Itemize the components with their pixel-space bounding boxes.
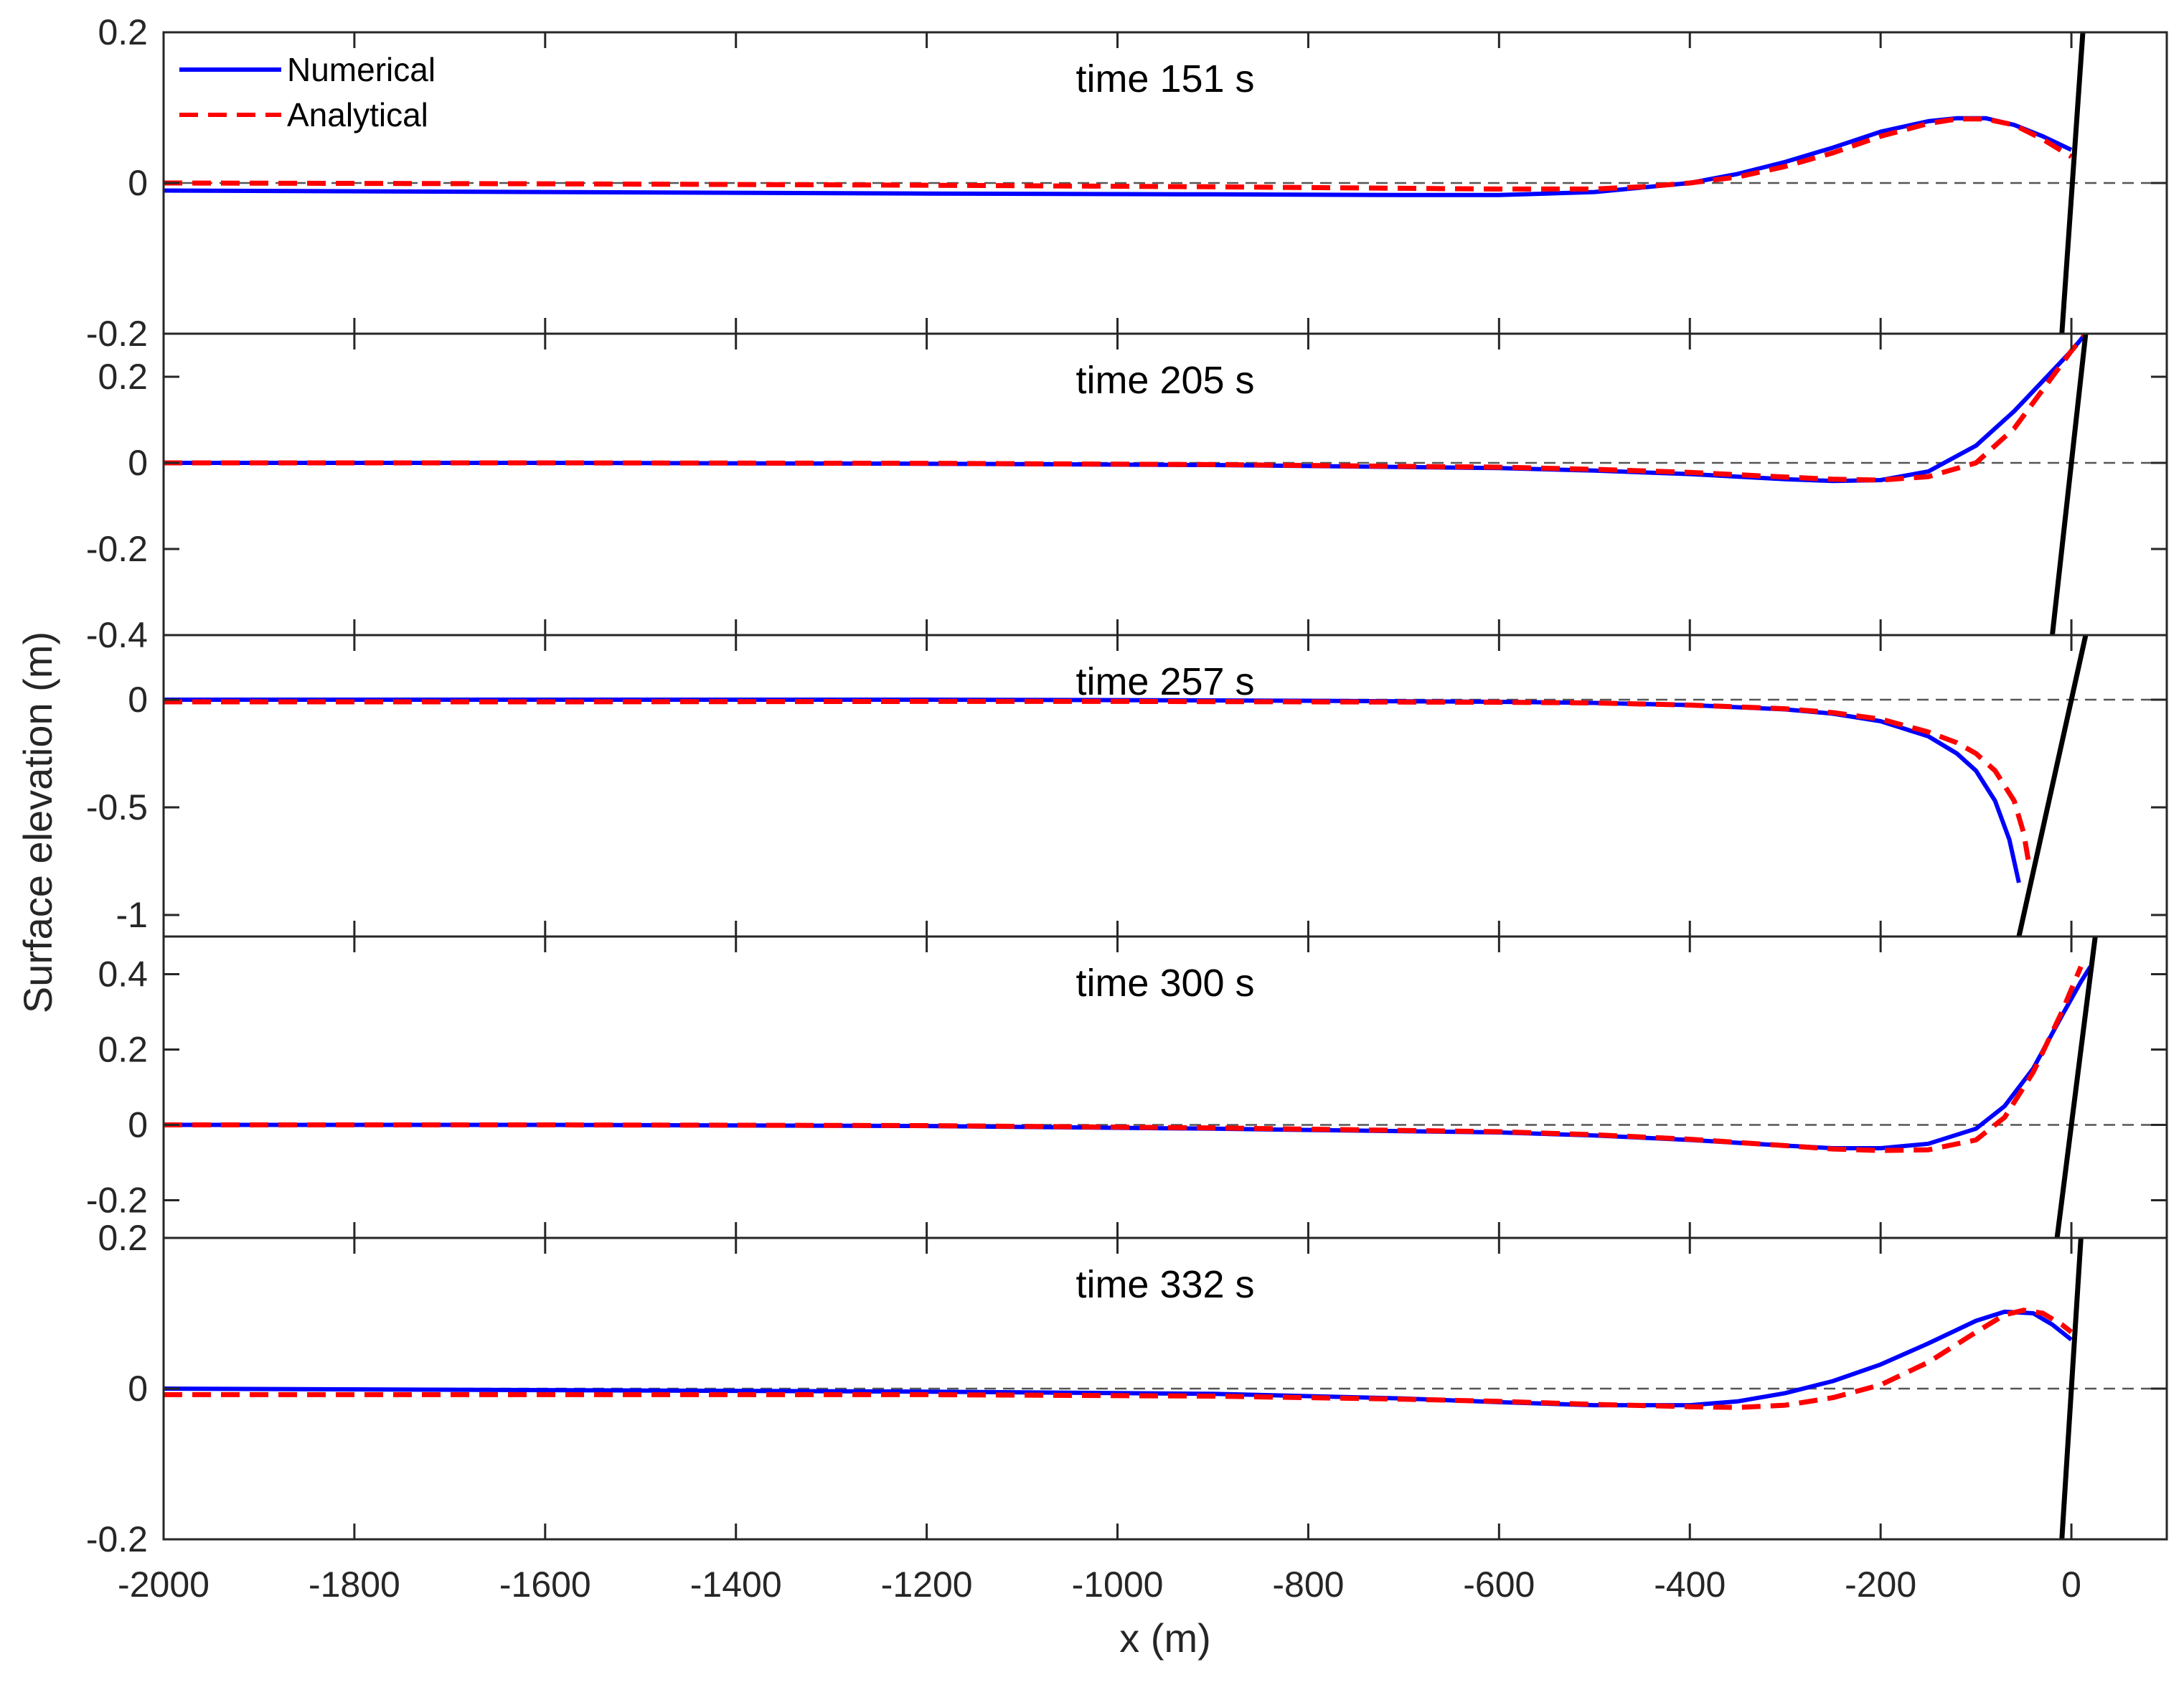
plot-area <box>164 1238 2167 1539</box>
y-tick-label: 0.2 <box>98 1030 148 1070</box>
legend-numerical-label: Numerical <box>287 51 436 88</box>
y-tick-label: -0.2 <box>86 1519 148 1559</box>
y-axis-title: Surface elevation (m) <box>15 632 60 1013</box>
x-tick-label: -1400 <box>690 1564 782 1605</box>
y-tick-label: -0.2 <box>86 1181 148 1221</box>
panel-title: time 205 s <box>1075 359 1254 402</box>
beach-slope-line <box>2016 635 2089 937</box>
analytical-series-line <box>164 965 2084 1153</box>
beach-slope-line <box>2049 334 2089 635</box>
analytical-series-line <box>164 116 2073 192</box>
panels: -0.2 0 0.2 time 151 s -0.4 -0.2 0 0.2 time 205 s… <box>86 12 2168 1559</box>
x-axis: -2000 -1800 -1600 -1400 -1200 -1000 -800 -600 -4… <box>118 1564 2081 1661</box>
y-tick-label: 0 <box>128 163 148 203</box>
y-tick-label: 0 <box>128 680 148 720</box>
x-tick-label: -1000 <box>1072 1564 1164 1605</box>
x-tick-label: -200 <box>1845 1564 1916 1605</box>
legend: Numerical Analytical <box>179 51 436 133</box>
y-tick-label: -0.2 <box>86 314 148 354</box>
analytical-series-line <box>164 334 2088 483</box>
x-tick-label: -400 <box>1654 1564 1726 1605</box>
beach-slope-line <box>2054 937 2098 1238</box>
y-tick-label: 0 <box>128 1369 148 1409</box>
plot-area <box>164 32 2167 334</box>
y-tick-label: -0.5 <box>86 787 148 827</box>
x-tick-label: -600 <box>1463 1564 1535 1605</box>
y-tick-label: -0.2 <box>86 529 148 569</box>
y-tick-label: -0.4 <box>86 615 148 655</box>
panel-title: time 300 s <box>1075 962 1254 1005</box>
beach-slope-line <box>2059 1238 2084 1539</box>
analytical-series-line <box>164 1308 2074 1410</box>
x-tick-labels: -2000 -1800 -1600 -1400 -1200 -1000 -800 -600 -4… <box>118 1564 2081 1605</box>
y-tick-label: 0.4 <box>98 954 148 995</box>
x-tick-label: -1800 <box>309 1564 400 1605</box>
x-axis-title: x (m) <box>1119 1615 1211 1661</box>
y-tick-label: 0.2 <box>98 357 148 397</box>
x-tick-label: 0 <box>2061 1564 2081 1605</box>
panel-2: -0.4 -0.2 0 0.2 time 205 s <box>86 332 2168 655</box>
y-tick-label: 0 <box>128 1105 148 1145</box>
plot-area <box>164 334 2167 635</box>
y-tick-label: 0 <box>128 443 148 483</box>
numerical-series-line <box>164 116 2073 197</box>
panel-1: -0.2 0 0.2 time 151 s <box>86 12 2168 354</box>
beach-slope-line <box>2059 32 2086 334</box>
y-tick-label: 0.2 <box>98 12 148 52</box>
legend-analytical-label: Analytical <box>287 96 428 133</box>
plot-area <box>164 937 2167 1238</box>
plot-area <box>164 635 2167 937</box>
panel-5: -0.2 0 0.2 time 332 s <box>86 1218 2168 1559</box>
analytical-series-line <box>164 698 2031 862</box>
panel-title: time 332 s <box>1075 1263 1254 1306</box>
panel-title: time 151 s <box>1075 57 1254 100</box>
x-tick-label: -1600 <box>499 1564 591 1605</box>
y-tick-label: 0.2 <box>98 1218 148 1258</box>
y-tick-label: -1 <box>116 895 148 935</box>
panel-title: time 257 s <box>1075 660 1254 703</box>
x-tick-label: -800 <box>1272 1564 1344 1605</box>
x-tick-label: -1200 <box>881 1564 973 1605</box>
x-tick-label: -2000 <box>118 1564 210 1605</box>
